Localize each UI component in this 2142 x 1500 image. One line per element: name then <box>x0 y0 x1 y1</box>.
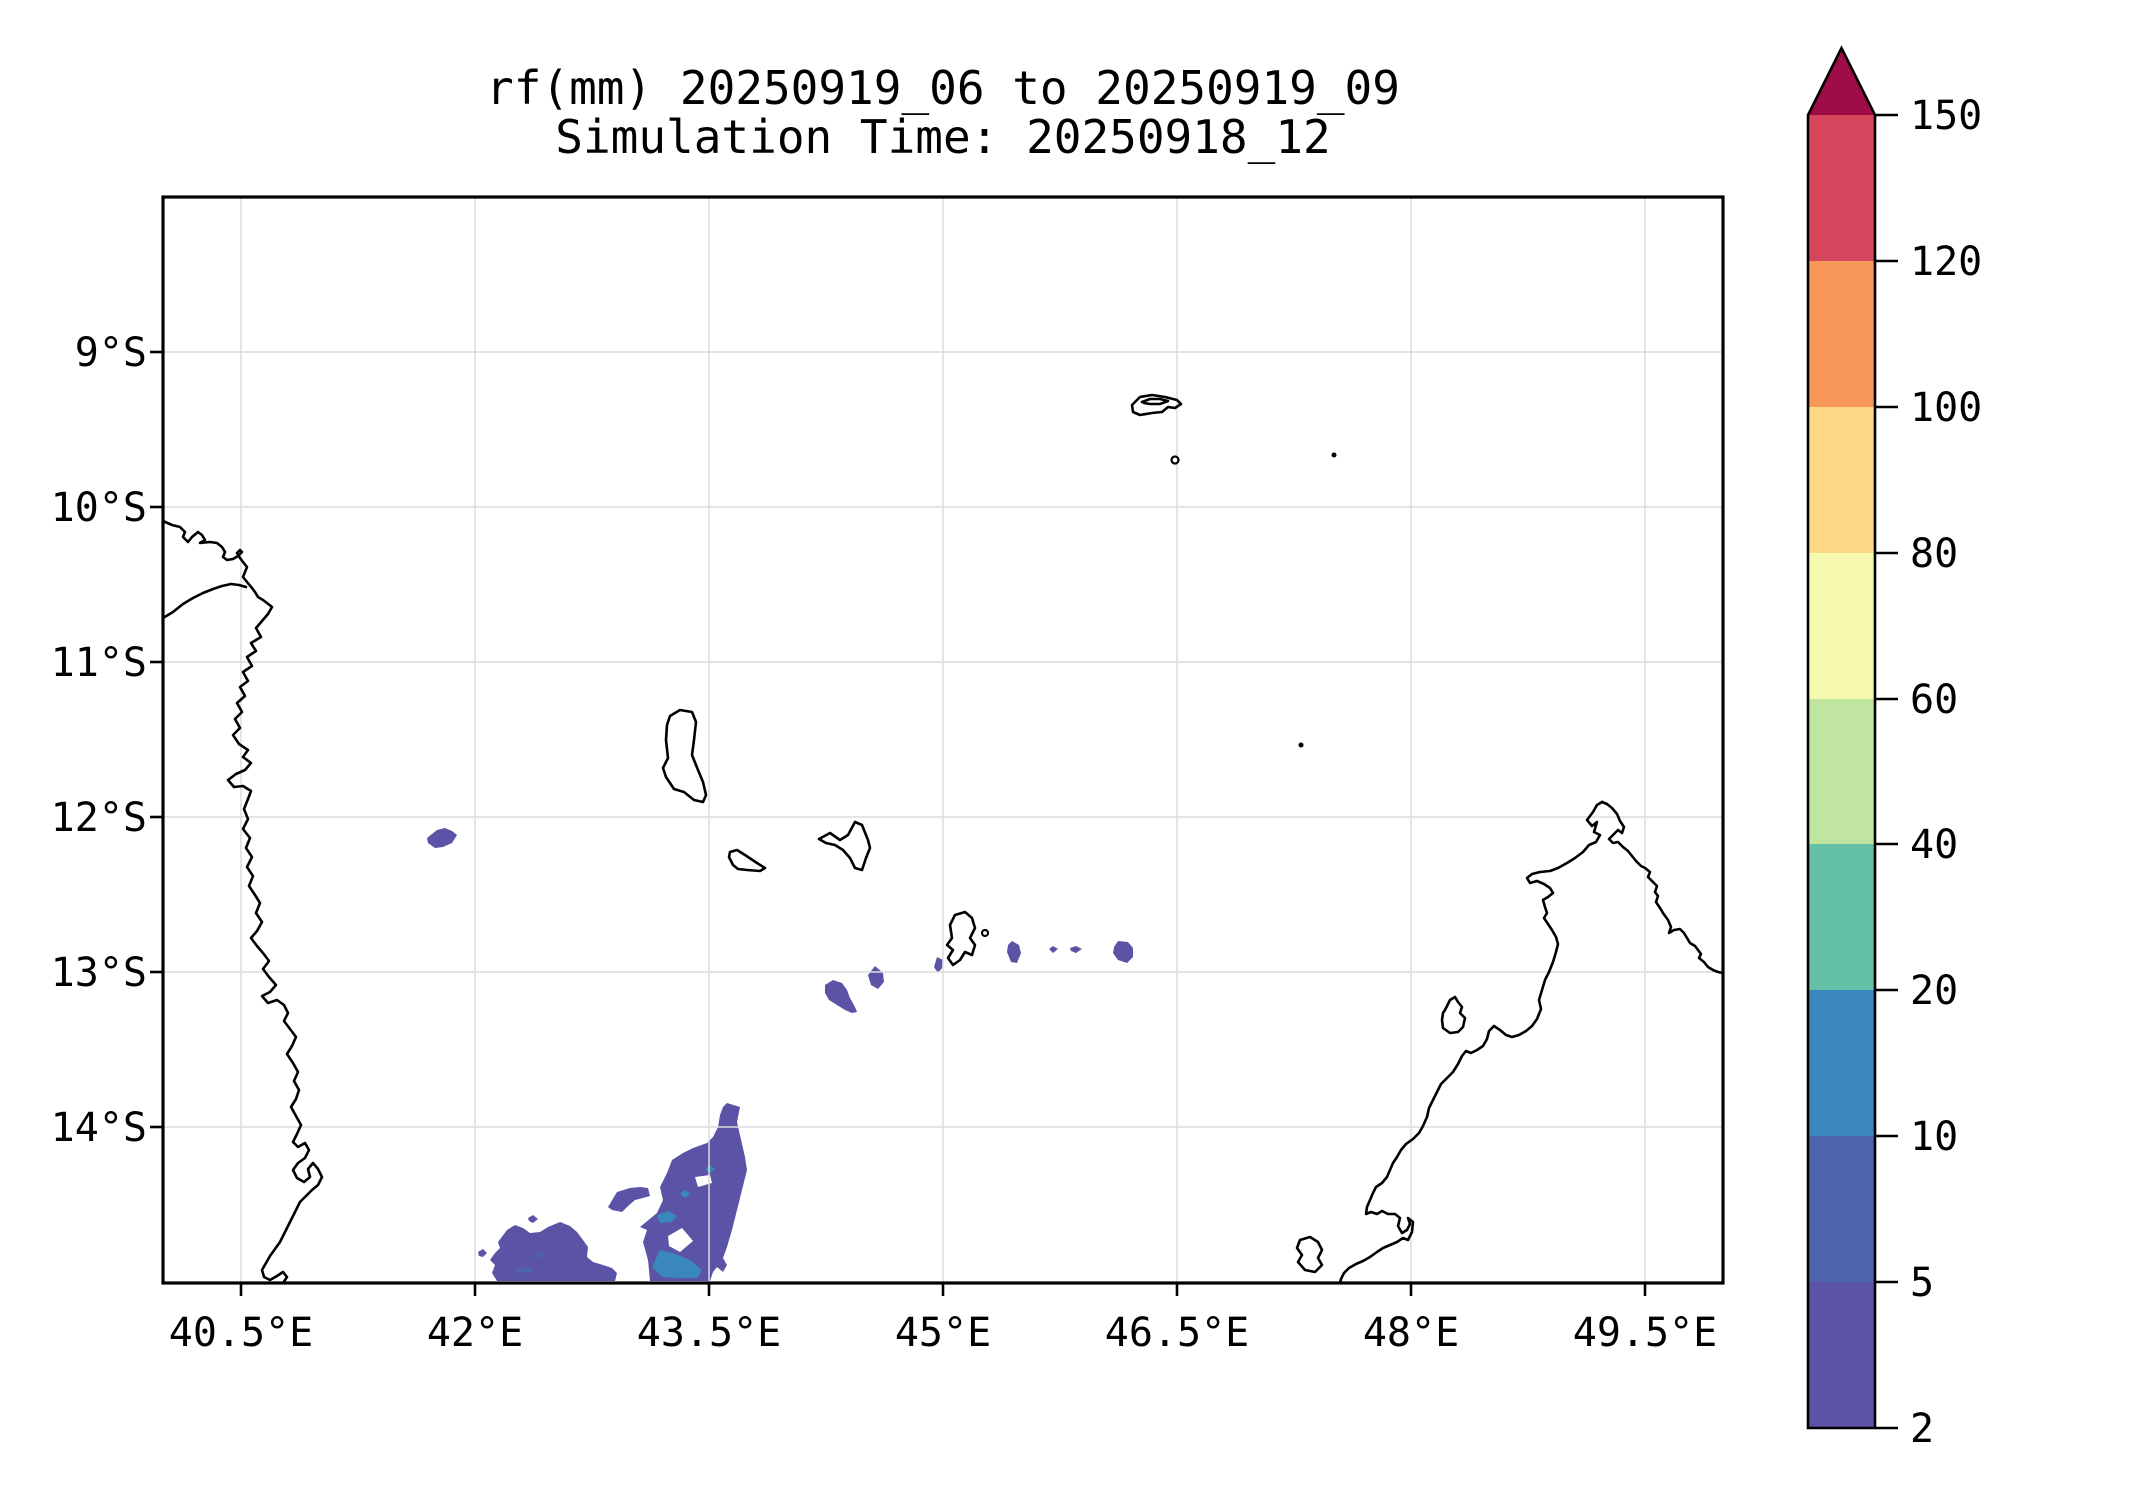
x-tick-label: 42°E <box>427 1310 523 1356</box>
colorbar-outline <box>1806 45 1877 1430</box>
colorbar-tick-label: 100 <box>1910 385 1982 431</box>
island-southwest-madagascar <box>1295 1235 1324 1274</box>
plot-subtitle: Simulation Time: 20250918_12 <box>555 110 1330 164</box>
colorbar-segment <box>1808 1282 1875 1428</box>
colorbar-tick-label: 120 <box>1910 239 1982 285</box>
x-tick-label: 43.5°E <box>637 1310 782 1356</box>
x-tick-label: 45°E <box>895 1310 991 1356</box>
colorbar-tick-label: 10 <box>1910 1114 1958 1160</box>
colorbar-segment <box>1808 261 1875 407</box>
gridlines <box>163 197 1723 1283</box>
island-grande-comore <box>661 708 708 804</box>
island-anjouan <box>817 820 872 872</box>
x-tick-label: 48°E <box>1363 1310 1459 1356</box>
colorbar-tick-label: 80 <box>1910 531 1958 577</box>
axis-ticks <box>150 350 1647 1296</box>
colorbar-tick-label: 150 <box>1910 93 1982 139</box>
rain-cell-chain-3 <box>934 957 943 973</box>
rain-cell-chain-4 <box>1007 941 1021 963</box>
rain-cell-chain-5 <box>1049 946 1058 953</box>
colorbar-over-arrow <box>1808 48 1875 115</box>
x-tick-label: 40.5°E <box>169 1310 314 1356</box>
colorbar-segment <box>1808 990 1875 1136</box>
coast-africa-branch <box>161 582 248 620</box>
rain-cell-big-blob <box>640 1103 747 1281</box>
islet-mayotte-east <box>980 928 990 938</box>
islet-assumption <box>1170 455 1180 465</box>
blob-hole-1 <box>695 1175 712 1187</box>
y-tick-label: 10°S <box>51 485 147 531</box>
colorbar-segment <box>1808 553 1875 699</box>
rain-cell-chain-6 <box>1070 946 1082 953</box>
y-tick-label: 14°S <box>51 1105 147 1151</box>
colorbar-segment <box>1808 407 1875 553</box>
y-tick-label: 13°S <box>51 950 147 996</box>
islet-dot-northeast <box>1331 452 1337 458</box>
y-tick-label: 12°S <box>51 795 147 841</box>
colorbar: 150 120 100 80 60 40 20 10 5 2 <box>1806 45 1982 1452</box>
coastlines <box>161 393 1725 1285</box>
rain-cell-chain-2 <box>868 966 884 989</box>
blob-core-2 <box>680 1190 690 1198</box>
axis-tick-labels: 40.5°E 42°E 43.5°E 45°E 46.5°E 48°E 49.5°E 9°S 1… <box>51 330 1718 1356</box>
x-tick-label: 49.5°E <box>1573 1310 1718 1356</box>
blob-core-4 <box>652 1250 702 1278</box>
rain-cell-42e <box>427 828 457 848</box>
rainfall-contour-patches <box>427 828 1133 1281</box>
rain-cell-sw-dot-1 <box>478 1249 487 1257</box>
island-nosy-be <box>1440 995 1467 1035</box>
plot-title: rf(mm) 20250919_06 to 20250919_09 <box>486 61 1400 115</box>
colorbar-segment <box>1808 844 1875 990</box>
rain-cell-sw-cluster <box>490 1222 617 1281</box>
colorbar-segment <box>1808 1136 1875 1282</box>
x-tick-label: 46.5°E <box>1105 1310 1250 1356</box>
rain-cell-chain-1 <box>825 980 857 1013</box>
coast-madagascar-east <box>1600 800 1725 975</box>
rain-cell-chain-7 <box>1113 941 1133 963</box>
island-aldabra <box>1130 393 1183 417</box>
cluster-core-2 <box>515 1267 532 1273</box>
rain-cell-sw-dot-2 <box>528 1215 538 1223</box>
colorbar-tick-label: 60 <box>1910 677 1958 723</box>
blob-hole-2 <box>668 1228 693 1252</box>
cluster-core-1 <box>536 1252 545 1259</box>
rain-cell-fish <box>608 1187 650 1212</box>
colorbar-tick-label: 20 <box>1910 968 1958 1014</box>
coast-africa-main <box>161 519 324 1285</box>
island-moheli <box>727 848 767 873</box>
coast-madagascar-west <box>1338 800 1604 1285</box>
island-mayotte <box>945 910 977 967</box>
colorbar-tick-label: 40 <box>1910 822 1958 868</box>
y-tick-label: 11°S <box>51 640 147 686</box>
y-tick-label: 9°S <box>75 330 147 376</box>
islet-dot-glorioso <box>1298 742 1304 748</box>
blob-core-1 <box>705 1165 715 1173</box>
colorbar-segment <box>1808 115 1875 261</box>
colorbar-tick-label: 2 <box>1910 1406 1934 1452</box>
blob-core-3 <box>657 1211 677 1223</box>
colorbar-tick-label: 5 <box>1910 1260 1934 1306</box>
island-aldabra-lagoon <box>1140 397 1170 406</box>
colorbar-segment <box>1808 699 1875 844</box>
